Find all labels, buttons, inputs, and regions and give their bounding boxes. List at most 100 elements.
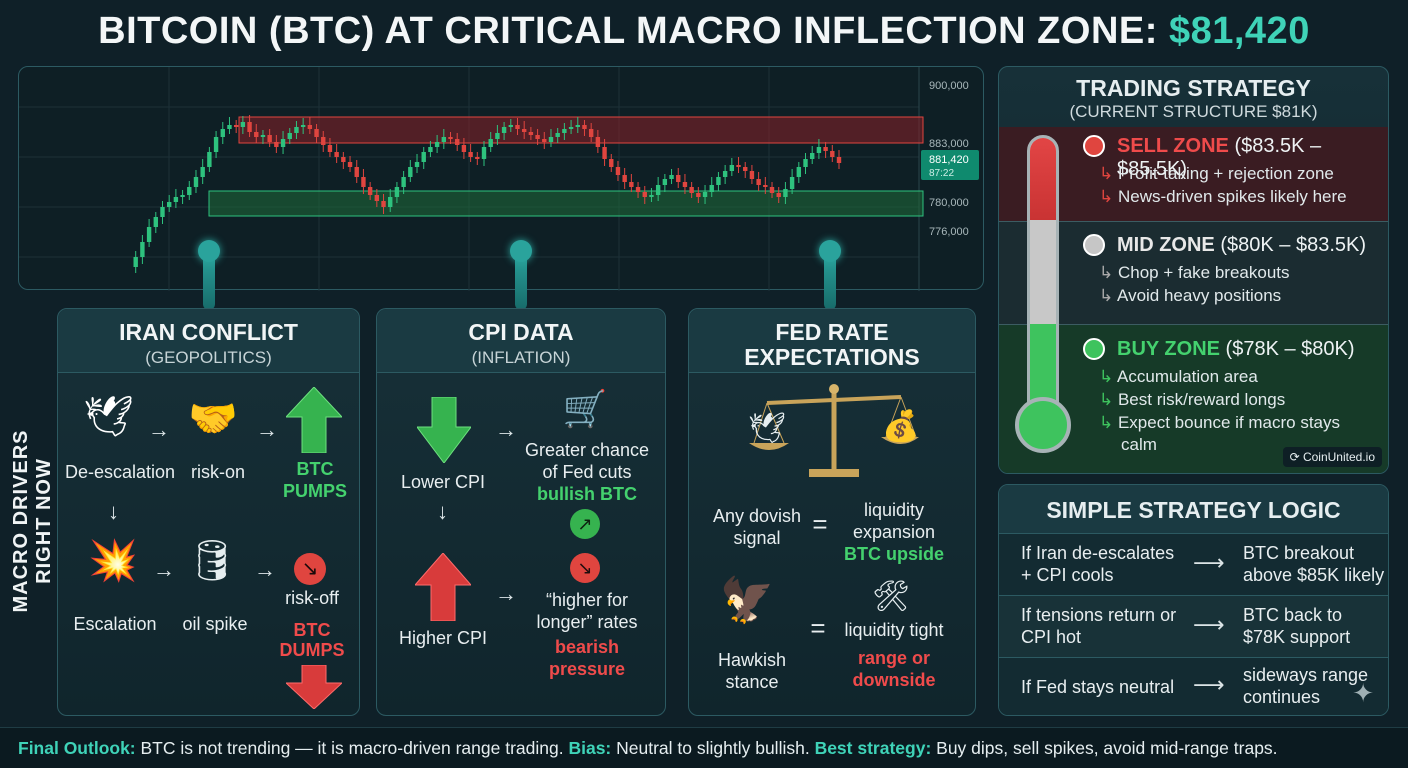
down-arrow-icon <box>286 665 342 709</box>
candle-body <box>428 147 433 152</box>
red-up-arrow-icon <box>415 553 471 621</box>
candle-body <box>421 152 426 162</box>
buy-zone-label: BUY ZONE <box>1117 338 1220 360</box>
candle-body <box>676 175 681 182</box>
candle-body <box>461 145 467 152</box>
mid-zone-label: MID ZONE <box>1117 234 1215 256</box>
sell-zone-range: ($83.5K – $85.5K) <box>1117 135 1322 180</box>
candles <box>133 115 842 273</box>
arrow-right-icon: → <box>153 557 175 582</box>
candle-body <box>227 125 232 129</box>
candlestick-chart: 900,000 883,000 881,420 87:22 780,000 77… <box>19 67 979 291</box>
candle-body <box>635 187 641 192</box>
higher-for-longer-line2: longer” rates <box>536 612 638 632</box>
sell-bullet-1: ↳ Profit-taking + rejection zone <box>1099 164 1334 183</box>
price-label-776000: 776,000 <box>929 226 969 238</box>
candle-body <box>709 185 714 192</box>
footer-val-outlook: BTC is not trending — it is macro-driven… <box>135 738 569 758</box>
arrow-right-icon: ⟶ <box>1193 672 1225 697</box>
logic-r1-result: BTC breakout above $85K likely <box>1243 543 1385 585</box>
buy-bullet-2: ↳ Best risk/reward longs <box>1099 390 1286 409</box>
candle-body <box>535 135 540 139</box>
logic-row-1: If Iran de-escalates + CPI cools ⟶ BTC br… <box>999 533 1388 595</box>
brand-name: CoinUnited.io <box>1302 450 1375 464</box>
candle-body <box>220 129 225 137</box>
candle-body <box>388 197 393 207</box>
candle-body <box>160 207 165 217</box>
candle-body <box>763 185 768 187</box>
footer-val-strategy: Buy dips, sell spikes, avoid mid-range t… <box>931 738 1278 758</box>
tools-icon: 🛠 <box>871 580 911 613</box>
mid-zone-title: MID ZONE ($80K – $83.5K) <box>1117 234 1366 257</box>
liquidity-tight-label: liquidity tight <box>844 620 944 640</box>
arrow-right-icon: ⟶ <box>1193 612 1225 637</box>
candle-body <box>287 133 292 139</box>
candle-body <box>729 165 735 171</box>
escalation-label: Escalation <box>73 614 157 634</box>
candle-body <box>347 162 353 167</box>
btc-dumps-label-1: BTC <box>293 620 331 640</box>
candle-body <box>736 165 741 167</box>
footer-key-outlook: Final Outlook: <box>18 738 136 758</box>
candle-body <box>294 127 299 133</box>
candle-body <box>562 129 567 133</box>
candle-body <box>495 133 500 139</box>
candle-body <box>367 187 373 195</box>
fed-card-header: FED RATE EXPECTATIONS <box>689 309 975 373</box>
candle-body <box>662 179 668 185</box>
candle-body <box>394 187 400 197</box>
iran-card-subtitle: (GEOPOLITICS) <box>145 348 272 367</box>
buy-bullet-3-cont: calm <box>1121 435 1157 454</box>
candle-body <box>642 192 647 197</box>
candle-body <box>193 177 199 187</box>
candle-body <box>609 159 614 167</box>
candle-body <box>233 125 239 127</box>
price-label-900000: 900,000 <box>929 80 969 92</box>
candle-body <box>575 125 580 127</box>
arrow-right-icon: → <box>495 417 517 442</box>
connector-knob-cpi <box>510 240 532 262</box>
candle-body <box>649 195 654 197</box>
candle-body <box>408 167 413 177</box>
candle-body <box>622 175 627 182</box>
btc-dumps-label-2: DUMPS <box>279 640 345 660</box>
candle-body <box>468 152 473 157</box>
candle-body <box>682 182 688 187</box>
candle-body <box>542 139 547 142</box>
thermometer-bulb <box>1015 397 1071 453</box>
higher-cpi-label: Higher CPI <box>398 628 488 648</box>
arrow-right-icon: → <box>256 417 278 442</box>
candle-body <box>361 177 366 187</box>
candle-body <box>803 159 808 167</box>
candle-body <box>321 137 326 145</box>
footer-outlook: Final Outlook: BTC is not trending — it … <box>0 727 1408 768</box>
candle-body <box>267 135 272 142</box>
candle-body <box>655 185 661 195</box>
arrow-right-icon: → <box>254 557 276 582</box>
mid-bullet-2: ↳ Avoid heavy positions <box>1099 286 1282 305</box>
candle-body <box>716 177 721 185</box>
green-down-arrow-icon <box>417 397 471 463</box>
buy-zone-range: ($78K – $80K) <box>1225 338 1355 360</box>
price-label-883000: 883,000 <box>929 138 969 150</box>
btc-pumps-label-1: BTC <box>296 459 334 479</box>
candle-body <box>441 137 447 142</box>
candle-body <box>749 171 755 179</box>
candle-body <box>414 162 420 167</box>
page-title: BITCOIN (BTC) AT CRITICAL MACRO INFLECTI… <box>0 10 1408 53</box>
sell-zone-title: SELL ZONE ($83.5K – $85.5K) <box>1117 135 1388 181</box>
candle-body <box>602 147 607 159</box>
candle-body <box>689 187 694 193</box>
candle-body <box>696 193 701 197</box>
hawkish-line2: stance <box>725 672 779 692</box>
candle-body <box>629 182 634 187</box>
hawkish-line1: Hawkish <box>717 650 787 670</box>
cpi-card-subtitle: (INFLATION) <box>471 348 571 367</box>
explosion-icon: 💥 <box>88 539 138 583</box>
candle-body <box>274 142 279 147</box>
candle-body <box>354 167 359 177</box>
buy-bullet-1: ↳ Accumulation area <box>1099 367 1258 386</box>
connector-iran <box>203 252 215 310</box>
sell-zone-bg <box>999 127 1388 222</box>
candle-body <box>796 167 802 177</box>
